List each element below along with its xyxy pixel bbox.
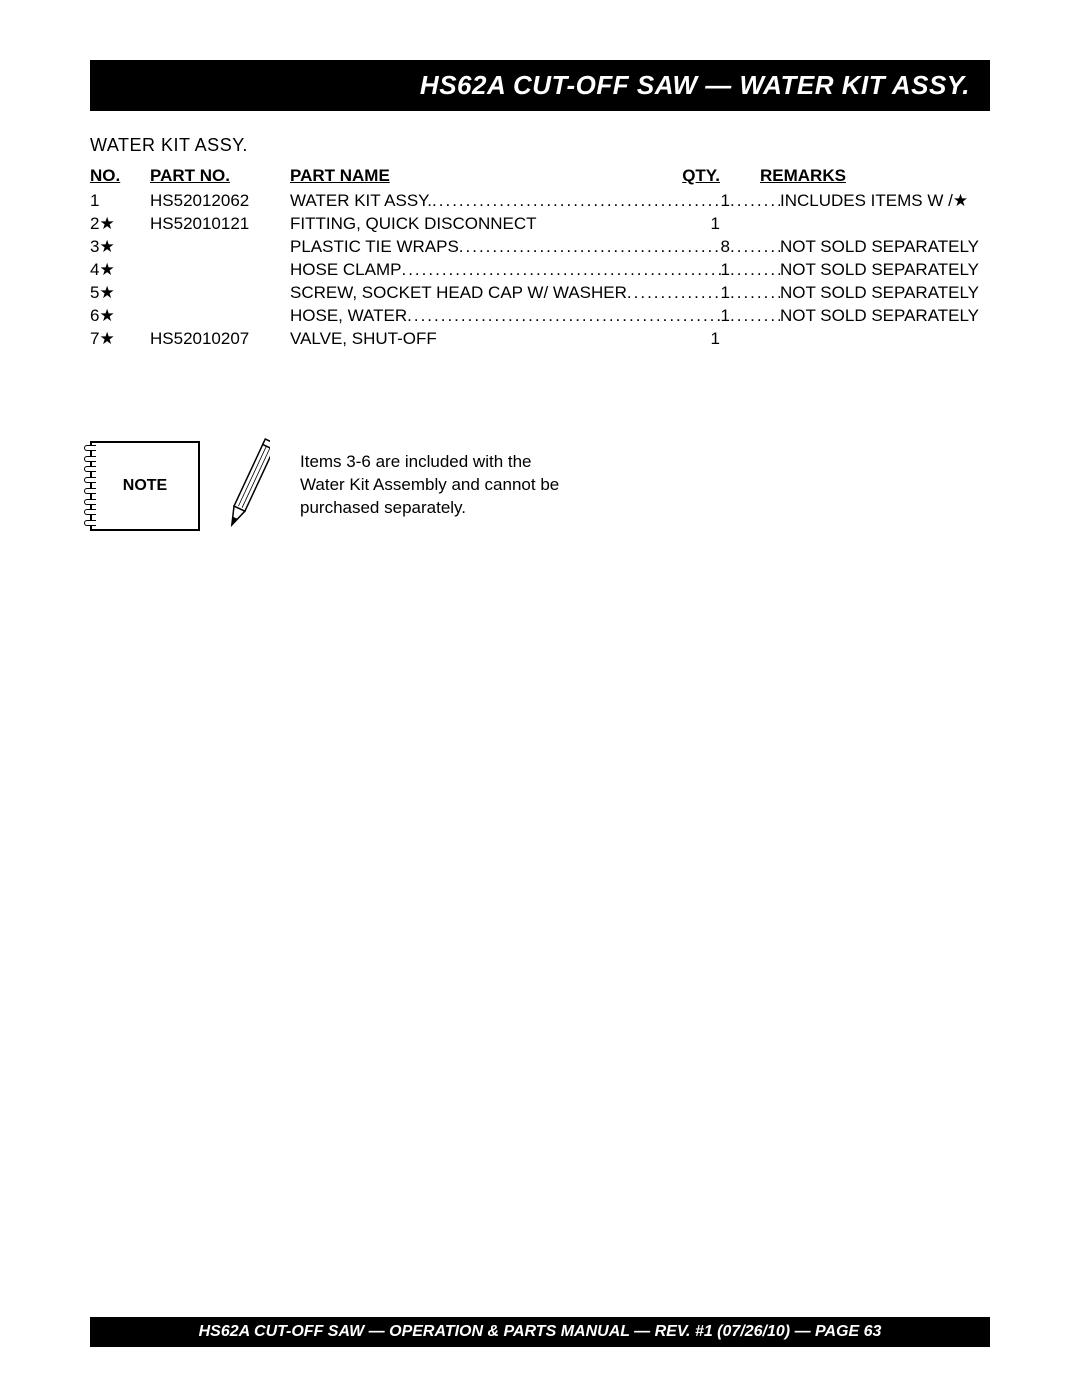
note-text-line3: purchased separately. (300, 497, 559, 520)
table-row: 7★HS52010207VALVE, SHUT-OFF1 (90, 328, 990, 351)
cell-part-no: HS52010207 (150, 328, 290, 351)
cell-part-no (150, 282, 290, 305)
cell-qty: 1 (670, 213, 730, 236)
table-header-row: NO. PART NO. PART NAME QTY. REMARKS (90, 166, 990, 186)
cell-no: 1 (90, 190, 150, 213)
cell-no: 7★ (90, 328, 150, 351)
cell-part-no (150, 259, 290, 282)
cell-remarks (730, 213, 990, 236)
table-body: 1HS52012062WATER KIT ASSY. 1 INCLUDES IT… (90, 190, 990, 351)
col-header-part-no: PART NO. (150, 166, 290, 186)
cell-no: 6★ (90, 305, 150, 328)
table-row: 1HS52012062WATER KIT ASSY. 1 INCLUDES IT… (90, 190, 990, 213)
col-header-remarks: REMARKS (730, 166, 990, 186)
cell-no: 5★ (90, 282, 150, 305)
cell-remarks: NOT SOLD SEPARATELY (730, 236, 990, 259)
cell-part-name: PLASTIC TIE WRAPS 8 (290, 236, 730, 259)
cell-qty: 1 (721, 190, 730, 213)
table-row: 2★HS52010121FITTING, QUICK DISCONNECT1 (90, 213, 990, 236)
page-header-title: HS62A CUT-OFF SAW — WATER KIT ASSY. (420, 70, 970, 100)
footer-text: HS62A CUT-OFF SAW — OPERATION & PARTS MA… (199, 1323, 882, 1340)
cell-no: 2★ (90, 213, 150, 236)
cell-remarks: INCLUDES ITEMS W /★ (730, 190, 990, 213)
col-header-no: NO. (90, 166, 150, 186)
col-header-qty: QTY. (670, 166, 730, 186)
note-label: NOTE (123, 477, 167, 495)
note-text-line2: Water Kit Assembly and cannot be (300, 474, 559, 497)
cell-no: 4★ (90, 259, 150, 282)
cell-part-name: HOSE, WATER 1 (290, 305, 730, 328)
notepad-icon: NOTE (90, 441, 200, 531)
cell-remarks: NOT SOLD SEPARATELY (730, 259, 990, 282)
parts-table: NO. PART NO. PART NAME QTY. REMARKS 1HS5… (90, 166, 990, 351)
cell-part-no: HS52010121 (150, 213, 290, 236)
pencil-icon (230, 431, 270, 541)
note-text: Items 3-6 are included with the Water Ki… (300, 451, 559, 520)
cell-remarks (730, 328, 990, 351)
table-row: 4★ HOSE CLAMP 1 NOT SOLD SEPARATELY (90, 259, 990, 282)
cell-qty: 8 (721, 236, 730, 259)
cell-part-name: WATER KIT ASSY. 1 (290, 190, 730, 213)
note-block: NOTE Items 3-6 are included with the Wat… (90, 431, 990, 541)
table-row: 3★ PLASTIC TIE WRAPS 8 NOT SOLD SEPARATEL… (90, 236, 990, 259)
note-text-line1: Items 3-6 are included with the (300, 451, 559, 474)
notepad-spiral-icon (84, 443, 96, 529)
cell-part-name: HOSE CLAMP 1 (290, 259, 730, 282)
page-footer-bar: HS62A CUT-OFF SAW — OPERATION & PARTS MA… (90, 1317, 990, 1347)
page-header-bar: HS62A CUT-OFF SAW — WATER KIT ASSY. (90, 60, 990, 111)
col-header-part-name: PART NAME (290, 166, 670, 186)
cell-part-no (150, 236, 290, 259)
cell-qty: 1 (721, 282, 730, 305)
cell-remarks: NOT SOLD SEPARATELY (730, 282, 990, 305)
cell-part-no: HS52012062 (150, 190, 290, 213)
cell-qty: 1 (670, 328, 730, 351)
cell-qty: 1 (721, 259, 730, 282)
table-row: 6★ HOSE, WATER 1 NOT SOLD SEPARATELY (90, 305, 990, 328)
cell-part-name: SCREW, SOCKET HEAD CAP W/ WASHER 1 (290, 282, 730, 305)
cell-qty: 1 (721, 305, 730, 328)
section-title: WATER KIT ASSY. (90, 135, 990, 156)
cell-part-name: FITTING, QUICK DISCONNECT (290, 213, 670, 236)
cell-remarks: NOT SOLD SEPARATELY (730, 305, 990, 328)
cell-part-no (150, 305, 290, 328)
table-row: 5★ SCREW, SOCKET HEAD CAP W/ WASHER 1 NOT… (90, 282, 990, 305)
cell-no: 3★ (90, 236, 150, 259)
cell-part-name: VALVE, SHUT-OFF (290, 328, 670, 351)
